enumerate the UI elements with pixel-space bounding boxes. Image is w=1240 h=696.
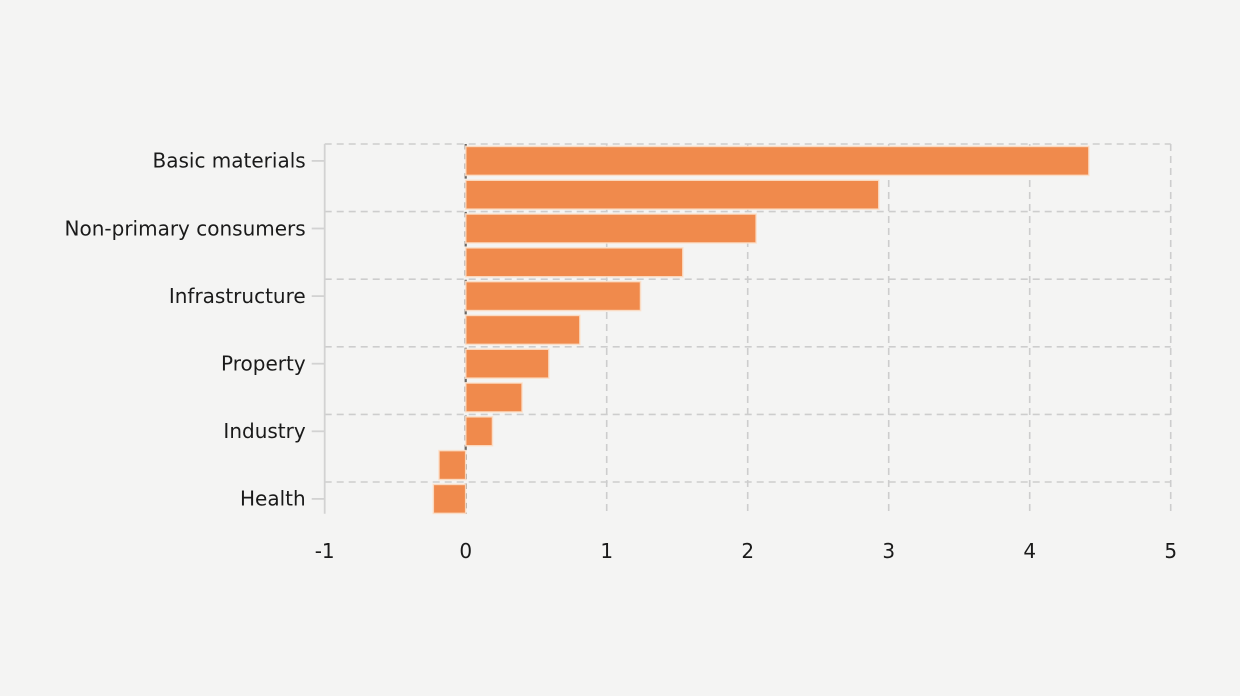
bar [464, 348, 550, 380]
bar [464, 280, 642, 312]
x-tick-label: 0 [459, 539, 472, 563]
bar [464, 415, 494, 447]
x-tick-label: 2 [741, 539, 754, 563]
y-tick-label: Non-primary consumers [65, 216, 306, 240]
y-tick-label: Basic materials [152, 149, 305, 173]
bar [464, 382, 523, 413]
x-tick-label: 3 [882, 539, 895, 563]
y-tick-label: Infrastructure [169, 284, 306, 308]
x-tick-label: 5 [1164, 539, 1177, 563]
x-tick-label: 1 [600, 539, 613, 563]
x-tick-label: 4 [1023, 539, 1036, 563]
x-tick-label: -1 [315, 539, 335, 563]
bar [464, 145, 1090, 177]
bar [438, 449, 467, 481]
bar [464, 213, 757, 244]
bar [464, 179, 880, 210]
bar [432, 483, 467, 515]
y-tick-label: Health [240, 487, 306, 511]
y-tick-label: Property [221, 352, 306, 376]
bar [464, 247, 684, 278]
y-tick-label: Industry [223, 419, 305, 443]
bar [464, 314, 581, 346]
